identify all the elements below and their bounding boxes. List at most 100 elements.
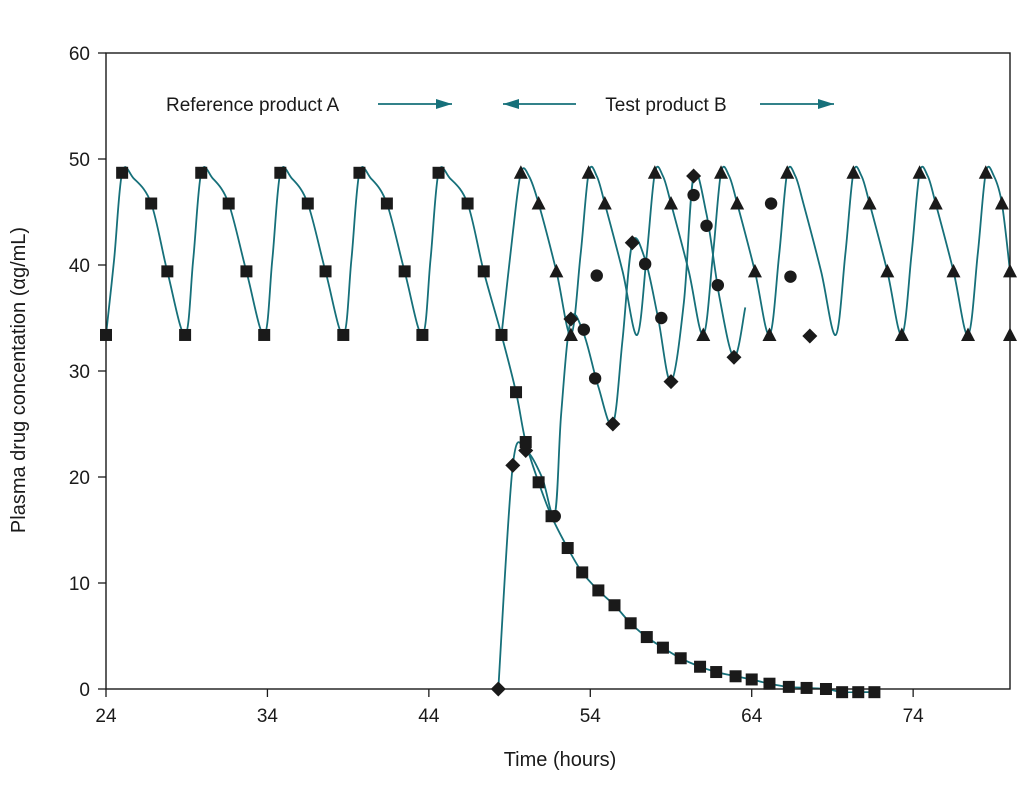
- triangle-marker: [762, 327, 777, 341]
- square-marker: [432, 166, 445, 179]
- triangle-marker: [946, 263, 961, 278]
- square-marker: [301, 197, 314, 210]
- y-tick-label: 20: [69, 468, 90, 489]
- square-marker: [353, 166, 366, 179]
- square-marker: [763, 677, 776, 690]
- triangle-marker: [928, 196, 943, 210]
- diamond-marker: [505, 457, 521, 473]
- triangle-marker: [696, 327, 711, 341]
- triangle-marker: [912, 165, 927, 179]
- triangle-marker: [647, 165, 662, 179]
- diamond-marker: [624, 235, 640, 251]
- square-marker: [240, 265, 253, 278]
- x-tick-label: 24: [95, 706, 117, 727]
- square-marker: [116, 166, 129, 179]
- triangle-marker: [747, 263, 762, 278]
- square-marker: [836, 686, 849, 699]
- triangle-marker: [513, 165, 528, 179]
- diamond-marker: [726, 349, 742, 365]
- x-axis: 24 34 44 54 64 74: [95, 689, 924, 727]
- triangle-marker: [961, 327, 976, 341]
- y-axis: 0 10 20 30 40 50 60: [69, 44, 106, 701]
- square-marker: [398, 265, 411, 278]
- triangle-marker: [581, 165, 596, 179]
- square-marker: [640, 631, 653, 644]
- square-marker: [380, 197, 393, 210]
- circle-marker: [655, 311, 668, 325]
- square-marker: [195, 166, 208, 179]
- x-axis-label: Time (hours): [504, 749, 617, 771]
- square-marker: [710, 666, 723, 679]
- triangle-marker: [664, 196, 678, 210]
- square-marker: [852, 686, 865, 699]
- triangle-marker: [894, 327, 909, 341]
- square-marker: [510, 386, 523, 399]
- square-marker: [674, 652, 687, 665]
- square-marker: [608, 599, 621, 612]
- square-marker: [561, 542, 574, 555]
- triangle-marker: [714, 165, 729, 179]
- y-tick-label: 60: [69, 44, 90, 65]
- square-marker: [461, 197, 474, 210]
- square-marker: [477, 265, 490, 278]
- diamond-marker: [518, 443, 534, 458]
- series-curves: [106, 165, 1010, 693]
- square-marker: [495, 328, 508, 341]
- series-line-diamond: [497, 171, 747, 690]
- y-tick-label: 50: [69, 150, 90, 171]
- triangle-marker: [780, 165, 795, 179]
- diamond-marker: [802, 328, 818, 344]
- diamond-marker: [605, 416, 621, 432]
- triangle-marker: [531, 196, 546, 210]
- square-marker: [694, 660, 707, 673]
- square-marker: [868, 686, 881, 699]
- triangle-marker: [994, 196, 1009, 210]
- circle-marker: [687, 188, 700, 202]
- circle-marker: [588, 372, 602, 385]
- triangle-marker: [880, 263, 895, 278]
- plot-frame: [105, 52, 1011, 690]
- circle-marker: [784, 270, 797, 283]
- triangle-marker: [549, 263, 564, 278]
- triangle-marker: [563, 327, 578, 341]
- square-marker: [519, 436, 532, 449]
- square-marker: [222, 197, 235, 210]
- x-tick-label: 44: [418, 706, 440, 727]
- circle-marker: [700, 219, 713, 232]
- x-tick-label: 64: [741, 706, 763, 727]
- square-marker: [592, 584, 605, 597]
- circle-marker: [711, 278, 725, 292]
- y-tick-label: 10: [69, 574, 90, 595]
- square-marker: [576, 566, 589, 579]
- y-tick-label: 0: [79, 680, 90, 701]
- y-tick-label: 30: [69, 362, 90, 383]
- square-marker: [624, 617, 637, 630]
- triangle-marker: [846, 165, 861, 179]
- square-marker: [656, 641, 669, 654]
- square-marker: [179, 328, 192, 341]
- square-marker: [145, 197, 158, 210]
- square-marker: [782, 680, 795, 693]
- x-tick-label: 54: [580, 706, 602, 727]
- diamond-marker: [563, 311, 579, 327]
- circle-marker: [548, 510, 561, 523]
- square-marker: [532, 476, 545, 489]
- square-marker: [800, 681, 813, 694]
- diamond-marker: [686, 168, 702, 184]
- circle-marker: [764, 197, 778, 210]
- square-marker: [258, 328, 271, 341]
- x-tick-label: 74: [903, 706, 925, 727]
- triangle-marker: [597, 196, 612, 210]
- y-axis-label: Plasma drug concentation (αg/mL): [8, 227, 30, 533]
- circle-marker: [590, 269, 603, 282]
- series-line-square: [106, 166, 875, 693]
- annotation-reference-product: Reference product A: [166, 95, 340, 116]
- test-arrow-left-head: [503, 99, 519, 109]
- square-marker: [416, 328, 429, 341]
- reference-arrow-right-head: [436, 99, 452, 109]
- x-tick-label: 34: [257, 706, 279, 727]
- triangle-marker: [862, 196, 877, 210]
- series-markers: [100, 165, 1017, 699]
- square-marker: [161, 265, 174, 278]
